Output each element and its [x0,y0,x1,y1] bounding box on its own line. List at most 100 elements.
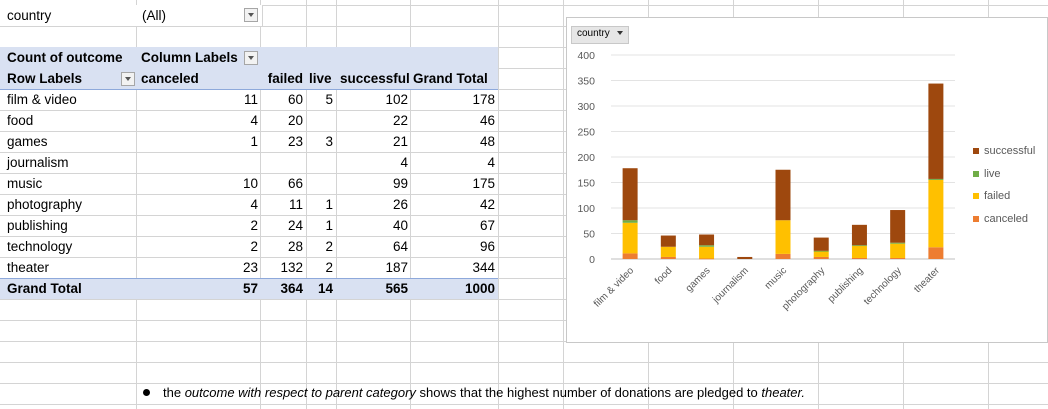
cell-total: 42 [479,197,495,212]
bar-segment [699,258,715,260]
bar-segment [928,247,944,259]
cell-successful: 99 [392,176,408,191]
chart-country-filter-button[interactable]: country [571,26,629,44]
x-tick-label: music [763,265,789,291]
y-tick-label: 400 [577,50,595,62]
cell-failed: 24 [287,218,303,233]
cell-failed: 60 [287,92,303,107]
x-tick-label: games [684,265,713,294]
bar-segment [775,220,791,254]
bar-segment [622,168,638,221]
cell-live: 2 [325,239,333,254]
cell-total: 46 [479,113,495,128]
bar-segment [890,242,906,244]
y-tick-label: 150 [577,178,595,190]
y-tick-label: 0 [589,254,595,266]
chart-plot: 0 50 100 150 200 250 300 350 400 film & video food… [577,50,955,312]
cell-successful: 102 [385,92,408,107]
bar-segment [813,250,829,252]
cell-total: 4 [487,155,495,170]
column-labels-filter-icon[interactable] [244,51,258,65]
cell-total: 67 [479,218,495,233]
cell-failed: 23 [287,134,303,149]
cell-successful: 187 [385,260,408,275]
legend-label: failed [984,190,1011,202]
legend-swatch [973,215,979,222]
legend-swatch [973,170,979,177]
x-tick-label: food [653,265,675,287]
row-label: food [7,113,34,128]
bar-segment [851,245,867,247]
bar-segment [660,246,676,257]
chevron-down-icon [616,31,623,36]
cell-canceled: 23 [242,260,258,275]
bar-segment [890,257,906,259]
legend-swatch [973,148,979,154]
row-label: publishing [7,218,68,233]
filter-value: (All) [142,8,166,23]
row-labels-filter-icon[interactable] [121,72,135,86]
cell-canceled: 4 [250,197,258,212]
col-header-successful: successful [340,71,410,86]
grand-total-live: 14 [317,281,333,296]
cell-successful: 21 [392,134,408,149]
bar-segment [851,224,867,246]
cell-total: 178 [472,92,495,107]
cell-canceled: 2 [250,218,258,233]
pivot-row-labels-header: Row Labels [7,71,83,86]
grand-total-canceled: 57 [242,281,258,296]
bar-segment [813,256,829,259]
row-label: games [7,134,48,149]
bar-segment [928,178,944,180]
note-text-2: shows that the highest number of donatio… [415,385,762,400]
cell-successful: 64 [392,239,408,254]
y-tick-label: 250 [577,127,595,139]
y-tick-label: 100 [577,203,595,215]
cell-canceled: 10 [242,176,258,191]
bar-segment [699,246,715,259]
x-tick-label: publishing [826,265,866,305]
cell-failed: 20 [287,113,303,128]
bar-segment [851,257,867,259]
cell-successful: 26 [392,197,408,212]
x-tick-label: film & video [592,265,637,310]
row-label: technology [7,239,73,254]
x-tick-label: technology [862,265,904,307]
legend-label: successful [984,145,1036,157]
cell-successful: 40 [392,218,408,233]
cell-canceled: 11 [243,92,258,107]
cell-successful: 4 [400,155,408,170]
grand-total-successful: 565 [385,281,408,296]
cell-canceled [200,152,258,173]
x-tick-label: theater [912,265,942,295]
row-label: music [7,176,43,191]
legend-label: canceled [984,212,1029,225]
pivot-measure-header: Count of outcome [7,50,123,65]
row-label: journalism [7,155,69,170]
pivot-chart[interactable]: country 0 50 100 150 200 250 300 350 400 film & v… [566,17,1048,343]
filter-dropdown-icon[interactable] [244,8,258,22]
cell-total: 96 [479,239,495,254]
cell-failed: 28 [287,239,303,254]
bar-segment [813,237,829,251]
bar-segment [622,222,638,254]
x-tick-label: journalism [710,265,751,306]
cell-failed: 66 [287,176,303,191]
cell-live [306,173,333,194]
cell-live [306,110,333,131]
cell-canceled: 2 [250,239,258,254]
grand-total-failed: 364 [280,281,303,296]
col-header-failed: failed [267,71,303,86]
pivot-column-labels-header: Column Labels [141,50,238,65]
legend-swatch [973,193,979,199]
grand-total-total: 1000 [464,281,495,296]
bar-segment [890,210,906,243]
y-tick-label: 350 [577,76,595,88]
bar-segment [699,245,715,247]
bar-segment [928,179,944,248]
bar-segment [660,256,676,259]
cell-total: 344 [472,260,495,275]
bar-segment [775,253,791,259]
filter-label: country [7,8,52,23]
cell-failed: 11 [288,197,303,212]
